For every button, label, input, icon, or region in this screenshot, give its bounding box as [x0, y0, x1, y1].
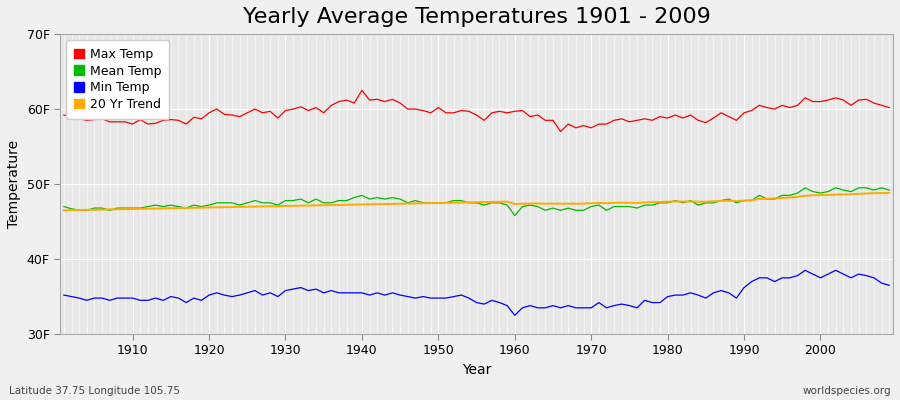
- Title: Yearly Average Temperatures 1901 - 2009: Yearly Average Temperatures 1901 - 2009: [243, 7, 710, 27]
- Legend: Max Temp, Mean Temp, Min Temp, 20 Yr Trend: Max Temp, Mean Temp, Min Temp, 20 Yr Tre…: [67, 40, 169, 118]
- Y-axis label: Temperature: Temperature: [7, 140, 21, 228]
- Text: Latitude 37.75 Longitude 105.75: Latitude 37.75 Longitude 105.75: [9, 386, 180, 396]
- X-axis label: Year: Year: [462, 363, 491, 377]
- Text: worldspecies.org: worldspecies.org: [803, 386, 891, 396]
